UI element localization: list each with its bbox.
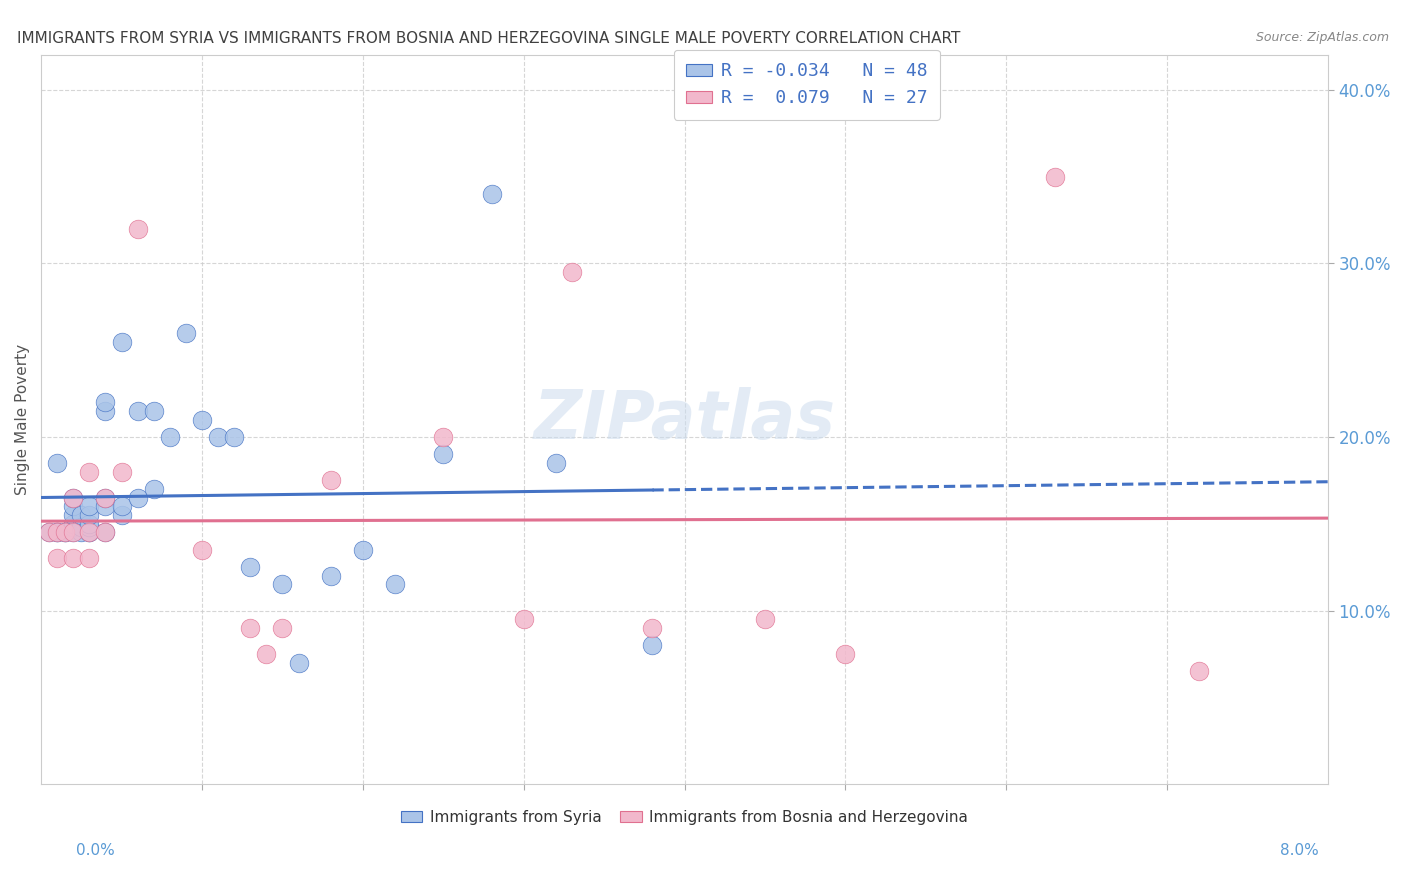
Point bbox=[46, 551, 69, 566]
Point bbox=[62, 491, 84, 505]
Point bbox=[46, 456, 69, 470]
Point bbox=[561, 265, 583, 279]
Point bbox=[53, 525, 76, 540]
Point bbox=[110, 500, 132, 514]
Point bbox=[38, 525, 60, 540]
Point bbox=[271, 577, 294, 591]
Point bbox=[79, 525, 101, 540]
Point bbox=[127, 221, 149, 235]
Point bbox=[110, 465, 132, 479]
Point bbox=[127, 491, 149, 505]
Point bbox=[62, 551, 84, 566]
Point bbox=[79, 516, 101, 531]
Point bbox=[46, 525, 69, 540]
Point bbox=[641, 638, 664, 652]
Point bbox=[79, 520, 101, 534]
Y-axis label: Single Male Poverty: Single Male Poverty bbox=[15, 344, 30, 495]
Point bbox=[79, 508, 101, 522]
Point bbox=[512, 612, 534, 626]
Point bbox=[94, 404, 117, 418]
Point bbox=[481, 186, 503, 201]
Point bbox=[641, 621, 664, 635]
Point bbox=[159, 430, 181, 444]
Point bbox=[70, 508, 93, 522]
Point bbox=[79, 500, 101, 514]
Point bbox=[46, 525, 69, 540]
Legend: Immigrants from Syria, Immigrants from Bosnia and Herzegovina: Immigrants from Syria, Immigrants from B… bbox=[395, 804, 974, 831]
Point bbox=[1188, 665, 1211, 679]
Text: IMMIGRANTS FROM SYRIA VS IMMIGRANTS FROM BOSNIA AND HERZEGOVINA SINGLE MALE POVE: IMMIGRANTS FROM SYRIA VS IMMIGRANTS FROM… bbox=[17, 31, 960, 46]
Text: 0.0%: 0.0% bbox=[76, 843, 115, 858]
Point bbox=[94, 525, 117, 540]
Point bbox=[271, 621, 294, 635]
Point bbox=[94, 395, 117, 409]
Point bbox=[174, 326, 197, 340]
Point bbox=[62, 525, 84, 540]
Point bbox=[191, 542, 214, 557]
Point bbox=[94, 491, 117, 505]
Point bbox=[239, 560, 262, 574]
Point bbox=[432, 430, 454, 444]
Point bbox=[70, 525, 93, 540]
Point bbox=[94, 525, 117, 540]
Point bbox=[432, 447, 454, 461]
Point bbox=[142, 482, 165, 496]
Point bbox=[53, 525, 76, 540]
Point bbox=[1043, 169, 1066, 184]
Text: ZIPatlas: ZIPatlas bbox=[534, 386, 835, 452]
Point bbox=[62, 525, 84, 540]
Point bbox=[254, 647, 277, 661]
Point bbox=[62, 516, 84, 531]
Point bbox=[224, 430, 246, 444]
Point bbox=[62, 500, 84, 514]
Point bbox=[62, 508, 84, 522]
Point bbox=[79, 525, 101, 540]
Point bbox=[384, 577, 406, 591]
Point bbox=[62, 491, 84, 505]
Point bbox=[46, 525, 69, 540]
Point bbox=[544, 456, 567, 470]
Point bbox=[94, 500, 117, 514]
Point bbox=[319, 569, 342, 583]
Point bbox=[79, 525, 101, 540]
Point bbox=[79, 551, 101, 566]
Point bbox=[127, 404, 149, 418]
Text: Source: ZipAtlas.com: Source: ZipAtlas.com bbox=[1256, 31, 1389, 45]
Point bbox=[38, 525, 60, 540]
Point bbox=[754, 612, 776, 626]
Point bbox=[207, 430, 229, 444]
Point bbox=[352, 542, 374, 557]
Point bbox=[110, 334, 132, 349]
Point bbox=[319, 474, 342, 488]
Point bbox=[191, 412, 214, 426]
Point bbox=[142, 404, 165, 418]
Point bbox=[79, 465, 101, 479]
Point bbox=[287, 656, 309, 670]
Point bbox=[834, 647, 856, 661]
Point bbox=[110, 508, 132, 522]
Text: 8.0%: 8.0% bbox=[1279, 843, 1319, 858]
Point bbox=[53, 525, 76, 540]
Point bbox=[70, 520, 93, 534]
Point bbox=[239, 621, 262, 635]
Point bbox=[94, 491, 117, 505]
Point bbox=[62, 520, 84, 534]
